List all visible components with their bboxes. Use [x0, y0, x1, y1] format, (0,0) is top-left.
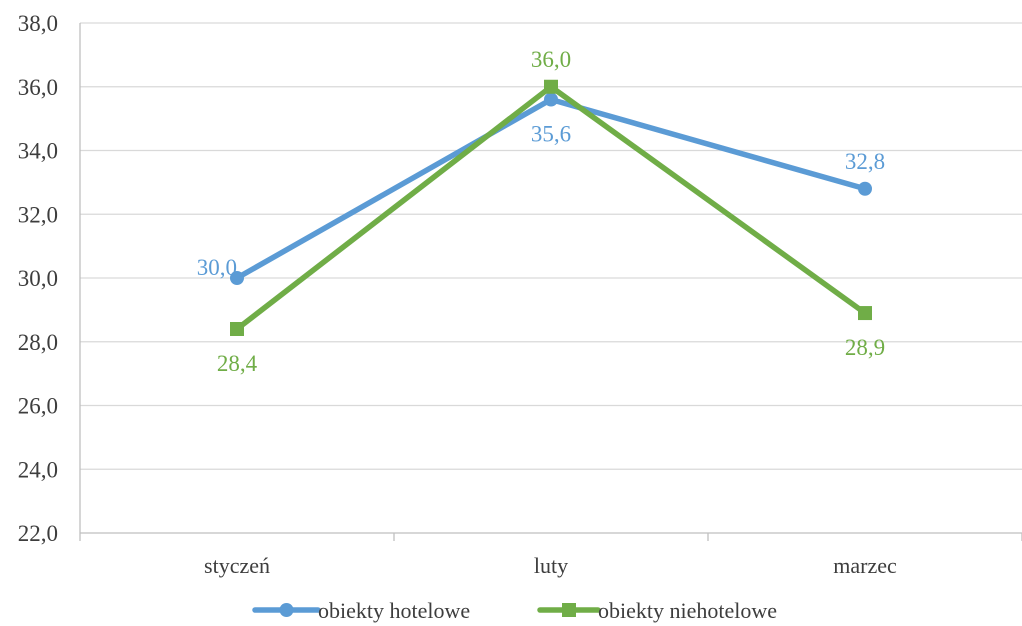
data-point	[544, 92, 558, 107]
y-tick-label: 22,0	[18, 521, 58, 546]
y-tick-label: 34,0	[18, 139, 58, 164]
legend-item: obiekty niehotelowe	[537, 598, 777, 623]
data-point	[858, 306, 872, 321]
data-label: 35,6	[531, 122, 571, 147]
data-point	[858, 181, 872, 196]
x-tick-label: styczeń	[204, 553, 270, 578]
data-label: 32,8	[845, 149, 885, 174]
y-tick-label: 26,0	[18, 394, 58, 419]
data-point	[544, 79, 558, 94]
legend-item: obiekty hotelowe	[252, 598, 470, 623]
y-tick-label: 28,0	[18, 330, 58, 355]
x-tick-label: marzec	[833, 553, 897, 578]
y-tick-label: 36,0	[18, 75, 58, 100]
axes: 22,0 24,0 26,0 28,0 30,0 32,0 34,0 36,0 38,0 styc…	[18, 11, 1022, 578]
legend-label: obiekty hotelowe	[318, 598, 470, 623]
legend-marker	[279, 603, 294, 617]
legend: obiekty hotelowe obiekty niehotelowe	[252, 598, 777, 623]
series	[230, 79, 872, 336]
y-tick-label: 38,0	[18, 11, 58, 36]
y-tick-label: 32,0	[18, 202, 58, 227]
y-tick-label: 30,0	[18, 266, 58, 291]
legend-label: obiekty niehotelowe	[598, 598, 777, 623]
data-label: 30,0	[197, 255, 237, 280]
legend-marker	[562, 603, 576, 617]
data-labels: 30,0 35,6 32,8 28,4 36,0 28,9	[197, 47, 885, 376]
data-label: 28,9	[845, 335, 885, 360]
y-tick-label: 24,0	[18, 457, 58, 482]
data-label: 28,4	[217, 351, 258, 376]
data-label: 36,0	[531, 47, 571, 72]
x-tick-label: luty	[534, 553, 568, 578]
data-point	[230, 271, 244, 285]
data-point	[230, 322, 244, 336]
